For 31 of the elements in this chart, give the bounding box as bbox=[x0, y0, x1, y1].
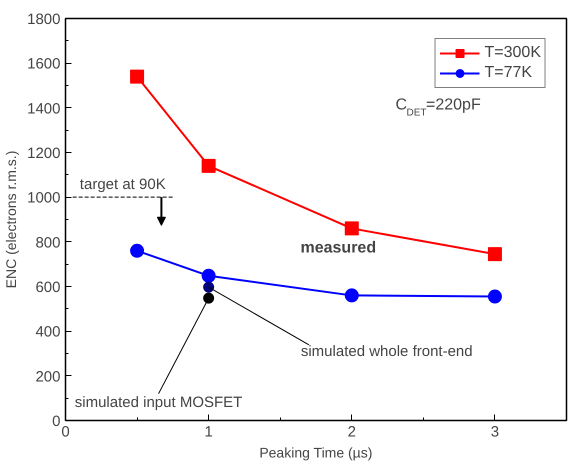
y-tick-label: 800 bbox=[35, 234, 61, 252]
point bbox=[488, 247, 502, 262]
point bbox=[130, 70, 144, 84]
y-tick-label: 200 bbox=[35, 368, 61, 386]
y-tick-label: 0 bbox=[52, 413, 60, 430]
y-tick-label: 1200 bbox=[27, 145, 61, 162]
x-tick-label: 2 bbox=[348, 424, 356, 440]
x-tick-label: 3 bbox=[490, 424, 500, 440]
point bbox=[203, 292, 214, 304]
point bbox=[344, 221, 359, 236]
x-axis-title: Peaking Time (µs) bbox=[259, 444, 372, 460]
point bbox=[202, 268, 216, 283]
point bbox=[203, 282, 214, 293]
x-tick-label: 1 bbox=[204, 424, 213, 440]
y-tick-label: 1800 bbox=[27, 11, 61, 28]
annotation: simulated whole front-end bbox=[300, 342, 473, 360]
point bbox=[488, 290, 502, 304]
legend-label: T=300K bbox=[484, 44, 541, 62]
y-tick-label: 1000 bbox=[27, 190, 61, 207]
annotation: target at 90K bbox=[80, 176, 166, 194]
point bbox=[344, 288, 359, 302]
y-tick-label: 1600 bbox=[27, 56, 61, 73]
annotation: simulated input MOSFET bbox=[74, 394, 242, 412]
point bbox=[130, 244, 144, 258]
y-tick-label: 400 bbox=[35, 324, 61, 341]
point bbox=[202, 158, 216, 173]
y-axis-title: ENC (electrons r.m.s.) bbox=[3, 150, 20, 288]
legend-label: T=77K bbox=[484, 64, 532, 82]
annotation: measured bbox=[300, 240, 376, 256]
y-tick-label: 1400 bbox=[27, 100, 61, 118]
y-tick-label: 600 bbox=[35, 279, 61, 296]
